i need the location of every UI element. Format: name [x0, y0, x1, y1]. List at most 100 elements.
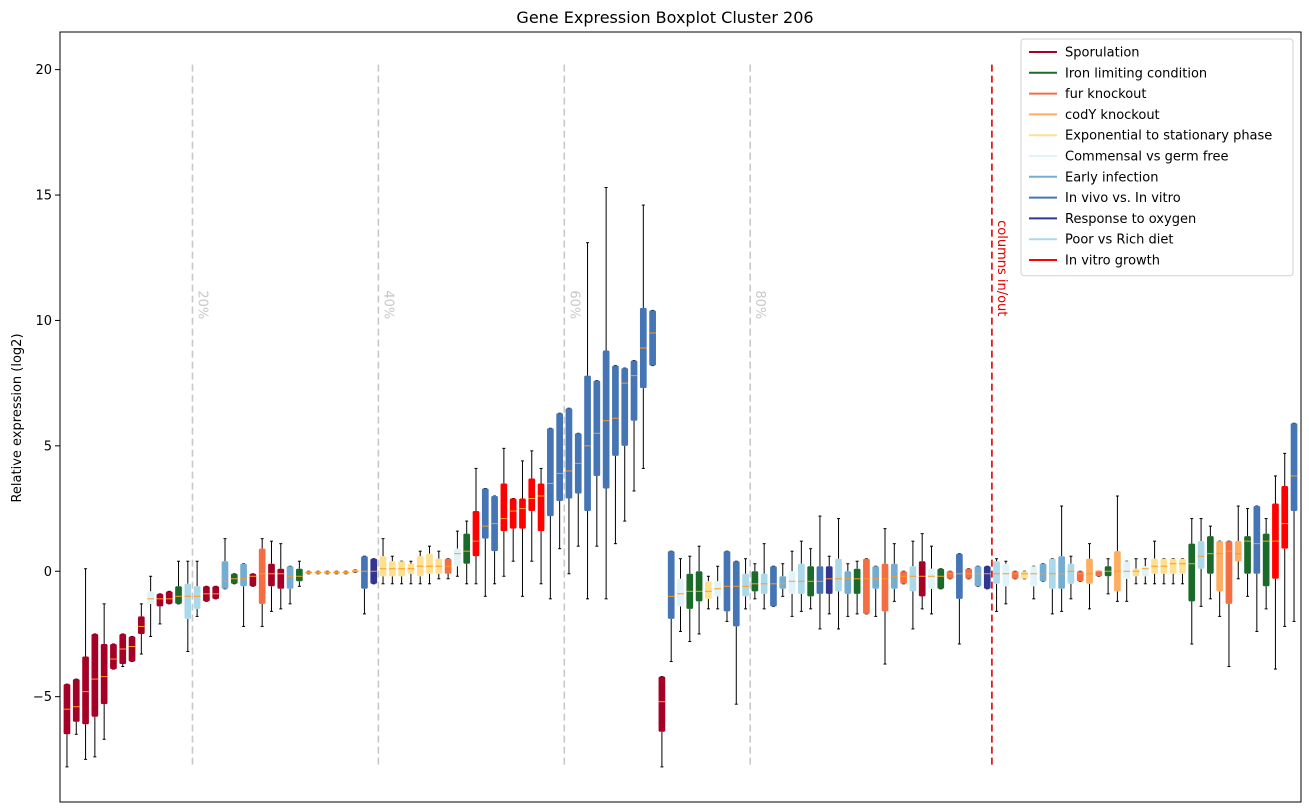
- box-series: [63, 187, 1298, 768]
- box-item: [537, 467, 545, 585]
- box-item: [472, 467, 480, 585]
- box-item: [1225, 540, 1233, 668]
- box-item: [649, 309, 656, 367]
- box: [519, 498, 526, 529]
- box-item: [444, 558, 452, 580]
- box: [788, 571, 796, 594]
- box-item: [1114, 495, 1121, 602]
- box: [1290, 423, 1298, 512]
- box-item: [519, 460, 526, 597]
- box: [110, 643, 117, 670]
- box-item: [1030, 565, 1038, 600]
- box-item: [900, 570, 907, 585]
- box: [835, 558, 842, 592]
- box-item: [137, 603, 145, 655]
- box-item: [1160, 558, 1168, 585]
- box-item: [426, 545, 433, 585]
- box-item: [323, 570, 331, 575]
- box: [547, 428, 554, 517]
- box: [156, 593, 164, 607]
- box: [667, 551, 675, 619]
- box-item: [175, 560, 182, 605]
- box-item: [128, 635, 136, 663]
- box: [193, 586, 201, 609]
- box-item: [825, 555, 833, 615]
- box: [1169, 558, 1177, 574]
- box-item: [463, 520, 471, 585]
- box: [900, 571, 907, 584]
- box-item: [454, 530, 461, 577]
- in-out-label: columns in/out: [994, 220, 1009, 316]
- box: [770, 566, 777, 607]
- box-item: [491, 495, 498, 585]
- box: [1021, 571, 1028, 579]
- box-item: [1011, 570, 1019, 580]
- box-item: [946, 570, 954, 580]
- box-item: [983, 565, 991, 590]
- box: [472, 511, 480, 557]
- box-item: [974, 565, 982, 587]
- box: [147, 591, 154, 604]
- box: [565, 408, 573, 499]
- box: [72, 679, 80, 722]
- box: [909, 566, 917, 592]
- box: [1123, 561, 1131, 579]
- box-item: [1123, 560, 1131, 602]
- box-item: [379, 538, 387, 585]
- box: [844, 571, 852, 594]
- box: [1030, 566, 1038, 587]
- box: [1011, 571, 1019, 579]
- box-item: [1104, 558, 1112, 595]
- box-item: [993, 558, 1000, 612]
- legend-entry: Early infection: [1065, 170, 1158, 185]
- box-item: [230, 573, 238, 585]
- box-item: [82, 568, 89, 760]
- box: [695, 571, 703, 602]
- box: [1076, 571, 1084, 582]
- box: [1067, 563, 1075, 584]
- box-item: [928, 545, 935, 615]
- box-item: [1290, 422, 1298, 622]
- box: [361, 556, 368, 589]
- box: [612, 365, 619, 456]
- box: [221, 561, 229, 589]
- box-item: [863, 558, 870, 615]
- box-item: [1086, 543, 1093, 610]
- legend-entry: Sporulation: [1065, 46, 1140, 61]
- box-item: [872, 565, 880, 617]
- y-tick-label: 10: [35, 314, 52, 329]
- legend-entry: codY knockout: [1065, 108, 1160, 123]
- box: [1188, 543, 1196, 602]
- box: [528, 478, 536, 512]
- box: [1141, 566, 1149, 577]
- y-tick-label: −5: [33, 690, 52, 705]
- box-item: [612, 365, 619, 545]
- box: [918, 561, 926, 597]
- y-axis: −5 0 5 10 15 20: [33, 63, 60, 705]
- box: [630, 360, 638, 421]
- box: [649, 310, 656, 366]
- percentile-label: 80%: [752, 290, 767, 319]
- box: [1244, 536, 1251, 574]
- box: [928, 568, 935, 589]
- box-item: [881, 528, 889, 665]
- box-item: [110, 643, 117, 670]
- box: [91, 633, 99, 717]
- box: [677, 578, 684, 607]
- box-item: [807, 548, 814, 610]
- box: [863, 558, 870, 614]
- box-item: [788, 550, 796, 617]
- box: [1253, 506, 1261, 574]
- box-item: [1048, 558, 1056, 615]
- box: [100, 643, 108, 705]
- box: [1197, 541, 1205, 569]
- box-item: [1002, 560, 1010, 605]
- box-item: [1095, 570, 1103, 577]
- box: [1179, 558, 1186, 574]
- box-item: [119, 633, 127, 668]
- box: [481, 488, 489, 539]
- box-item: [249, 573, 257, 587]
- box-item: [890, 543, 898, 602]
- legend-entry: Commensal vs germ free: [1065, 150, 1228, 165]
- box-item: [574, 432, 582, 547]
